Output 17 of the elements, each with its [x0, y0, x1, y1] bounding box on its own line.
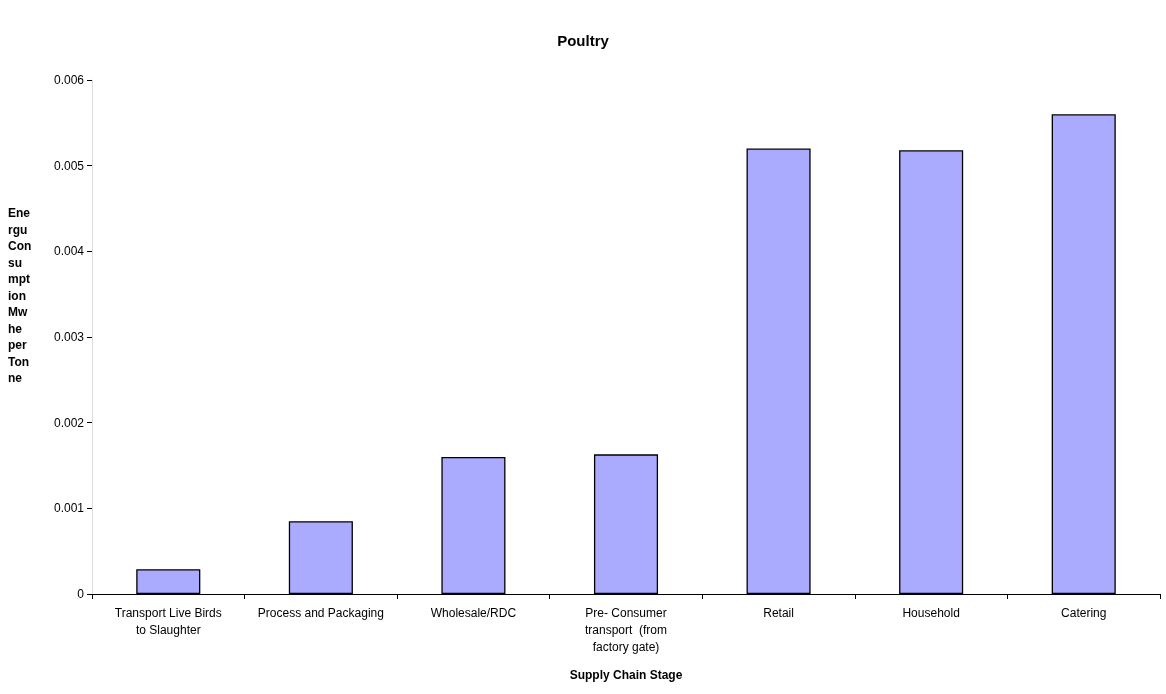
x-tick-label: Retail: [763, 605, 794, 620]
y-tick-label: 0.002: [53, 415, 85, 430]
x-tick-label: Catering: [1061, 605, 1107, 620]
chart-title: Poultry: [557, 32, 610, 49]
y-tick-label: 0.004: [53, 244, 85, 259]
y-tick-label: 0.005: [53, 158, 85, 173]
y-tick-label: 0.003: [53, 330, 85, 344]
x-tick-label: Wholesale/RDC: [430, 605, 517, 620]
y-tick-label: 0: [77, 587, 85, 601]
x-axis-title: Supply Chain Stage: [569, 668, 683, 682]
y-tick-label: 0.006: [53, 73, 85, 87]
y-tick-label: 0.001: [53, 501, 85, 516]
x-tick-label: Process and Packaging: [257, 605, 384, 620]
x-tick-label: Household: [902, 605, 960, 620]
text: Energu Consumption Mwhe per Tonne: [8, 206, 32, 386]
x-tick-label: Pre- Consumer transport (from factory gate): [584, 605, 668, 654]
x-tick-label: Transport Live Birds to Slaughter: [114, 605, 222, 637]
